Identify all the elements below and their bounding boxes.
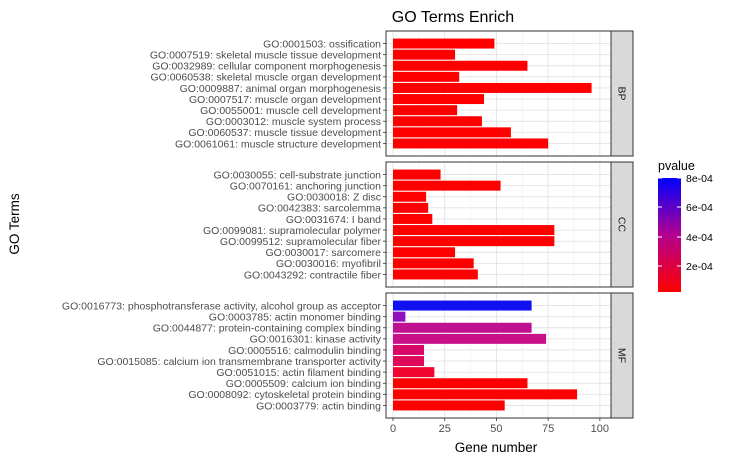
term-label: GO:0003785: actin monomer binding <box>209 311 381 323</box>
x-axis: 0 25 50 75 100 <box>390 418 609 435</box>
legend-title: pvalue <box>658 159 695 173</box>
term-label: GO:0008092: cytoskeletal protein binding <box>188 389 381 401</box>
x-axis-title: Gene number <box>455 440 538 455</box>
term-label: GO:0030018: Z disc <box>287 192 381 204</box>
legend-ticks: 8e-04 6e-04 4e-04 2e-04 <box>658 173 713 273</box>
term-label: GO:0003779: actin binding <box>256 400 381 412</box>
term-label: GO:0043292: contractile fiber <box>244 269 382 281</box>
term-label: GO:0005509: calcium ion binding <box>226 378 381 390</box>
bar <box>393 180 501 191</box>
bar <box>393 344 425 355</box>
bar <box>393 400 505 411</box>
bar <box>393 236 555 247</box>
bar <box>393 71 460 82</box>
y-axis-title: GO Terms <box>7 193 22 255</box>
facet-panel-mf: GO:0016773: phosphotransferase activity,… <box>62 292 634 419</box>
facet-strip <box>610 292 634 419</box>
term-label: GO:0016301: kinase activity <box>250 334 382 346</box>
term-label: GO:0032989: cellular component morphogen… <box>152 61 381 73</box>
term-label: GO:0030017: sarcomere <box>265 247 381 259</box>
term-label: GO:0007517: muscle organ development <box>189 94 381 106</box>
bar <box>393 389 578 400</box>
bar <box>393 38 495 49</box>
term-label: GO:0001503: ossification <box>263 38 381 50</box>
term-label: GO:0060538: skeletal muscle organ develo… <box>150 72 381 84</box>
bar <box>393 49 456 60</box>
legend-tick-label: 2e-04 <box>686 261 713 273</box>
term-label: GO:0031674: I band <box>286 214 381 226</box>
legend-tick-label: 4e-04 <box>686 232 713 244</box>
bar <box>393 94 485 105</box>
bar <box>393 311 406 322</box>
chart-title: GO Terms Enrich <box>392 9 514 26</box>
bar <box>393 191 427 202</box>
bar <box>393 105 458 116</box>
bar <box>393 258 474 269</box>
facet-strip-label: BP <box>616 86 628 100</box>
legend: pvalue 8e-04 6e-04 4e-04 2e-04 <box>658 159 713 292</box>
bar <box>393 247 456 258</box>
term-label: GO:0051015: actin filament binding <box>216 367 381 379</box>
bar <box>393 213 433 224</box>
facet-strip <box>610 161 634 288</box>
term-label: GO:0042383: sarcolemma <box>258 203 381 215</box>
x-tick-label: 25 <box>439 423 451 435</box>
bar <box>393 138 549 149</box>
x-tick-label: 75 <box>542 423 554 435</box>
bar <box>393 127 511 138</box>
facet-strip-label: CC <box>616 217 628 233</box>
bar <box>393 116 482 127</box>
bar <box>393 82 592 93</box>
legend-tick-label: 6e-04 <box>686 202 713 214</box>
x-tick-label: 100 <box>591 423 609 435</box>
term-label: GO:0003012: muscle system process <box>206 116 381 128</box>
x-tick-label: 50 <box>490 423 502 435</box>
term-label: GO:0030055: cell-substrate junction <box>213 169 381 181</box>
legend-colorbar <box>658 178 681 292</box>
bar <box>393 225 555 236</box>
facet-strip-label: MF <box>616 348 628 363</box>
term-label: GO:0030016: myofibril <box>276 258 381 270</box>
facet-panel-cc: GO:0030055: cell-substrate junctionGO:00… <box>203 161 634 288</box>
term-label: GO:0005516: calmodulin binding <box>228 345 381 357</box>
facet-strip <box>610 30 634 157</box>
legend-tick-label: 8e-04 <box>686 173 713 185</box>
term-label: GO:0060537: muscle tissue development <box>188 127 381 139</box>
term-label: GO:0099081: supramolecular polymer <box>203 225 382 237</box>
bar <box>393 367 435 378</box>
bar <box>393 356 425 367</box>
term-label: GO:0099512: supramolecular fiber <box>220 236 382 248</box>
term-label: GO:0061061: muscle structure development <box>175 138 381 150</box>
x-tick-label: 0 <box>390 423 396 435</box>
term-label: GO:0016773: phosphotransferase activity,… <box>62 300 382 312</box>
bar <box>393 269 478 280</box>
term-label: GO:0070161: anchoring junction <box>230 180 381 192</box>
term-label: GO:0009887: animal organ morphogenesis <box>180 83 381 95</box>
bar <box>393 300 532 311</box>
term-label: GO:0007519: skeletal muscle tissue devel… <box>150 49 381 61</box>
bar <box>393 322 532 333</box>
term-label: GO:0055001: muscle cell development <box>200 105 381 117</box>
bar <box>393 169 441 180</box>
bar <box>393 378 528 389</box>
bar <box>393 202 429 213</box>
term-label: GO:0015085: calcium ion transmembrane tr… <box>97 356 381 368</box>
bar <box>393 333 547 344</box>
term-label: GO:0044877: protein-containing complex b… <box>153 323 381 335</box>
bar <box>393 60 528 71</box>
